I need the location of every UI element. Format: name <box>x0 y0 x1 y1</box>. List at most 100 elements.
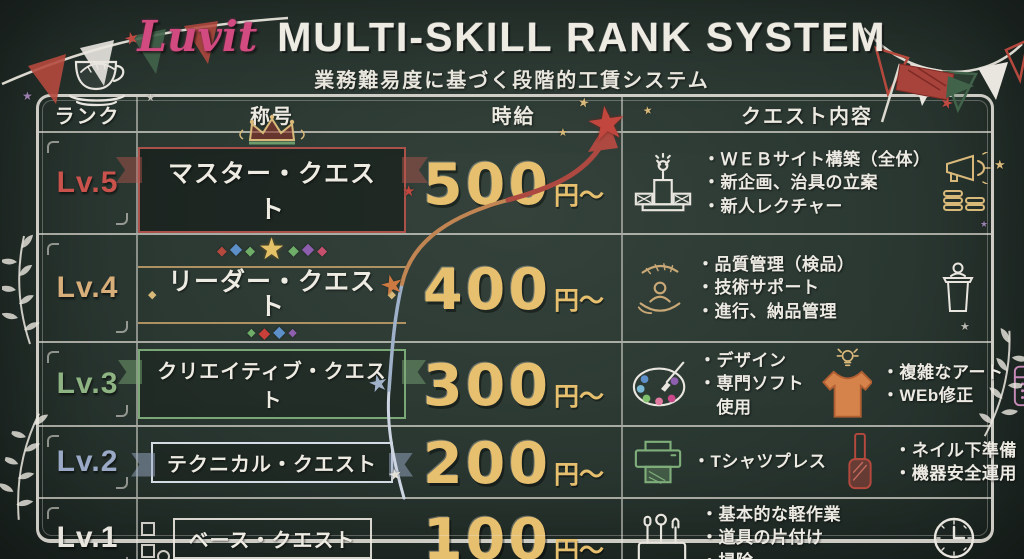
badge-cell: クリエイティブ・クエスト <box>138 343 406 425</box>
quest-list: ・デザイン ・専門ソフト 使用 <box>699 349 804 419</box>
quest-cell: ・ＷＥＢサイト構築（全体） ・新企画、治具の立案 ・新人レクチャー <box>621 133 1005 233</box>
quest-item: ・ＷＥＢサイト構築（全体） <box>703 149 931 169</box>
wage-unit: 円〜 <box>553 182 604 210</box>
rank-label: Lv.2 <box>56 445 119 478</box>
rank-label: Lv.4 <box>56 271 119 304</box>
wage-unit: 円〜 <box>553 287 604 315</box>
badge-master-quest: マスター・クエスト <box>138 114 406 233</box>
support-hands-icon <box>637 263 681 315</box>
badge-cell: テクニカル・クエスト <box>138 427 406 497</box>
gems-star-icon: ◆ ◆ ◆ ★ ◆ ◆ ◆ <box>216 233 328 266</box>
page-title: MULTI-SKILL RANK SYSTEM <box>277 14 887 60</box>
column-header-wage: 時給 <box>491 105 536 128</box>
quest-item: ・新企画、治具の立案 <box>703 173 878 193</box>
tshirt-bulb-icon <box>822 348 872 418</box>
calendar-icon <box>1014 365 1024 407</box>
sparkle-icon: ◆ <box>387 288 396 301</box>
nail-polish-icon <box>848 432 873 490</box>
badge-base-quest: ベース・クエスト <box>140 517 372 559</box>
megaphone-icon <box>945 152 991 184</box>
wage-cell: 200 円〜 <box>406 427 621 497</box>
quest-item: ・デザイン <box>699 350 787 370</box>
winner-podium-icon <box>634 152 692 212</box>
lectern-icon <box>942 262 974 312</box>
wage-cell: 500 円〜 <box>406 133 621 233</box>
table-row-lv2: Lv.2 テクニカル・クエスト 200 円〜 <box>39 425 1016 497</box>
rank-label: Lv.5 <box>56 166 119 199</box>
quest-cell: ・品質管理（検品） ・技術サポート ・進行、納品管理 <box>621 235 991 341</box>
wage-amount: 500 <box>423 152 551 218</box>
wage-amount: 400 <box>423 257 551 323</box>
palette-icon <box>632 361 686 407</box>
column-header-rank: ランク <box>39 97 138 131</box>
badge-label: リーダー・クエスト <box>167 268 376 321</box>
badge-label: マスター・クエスト <box>167 160 376 224</box>
quest-item: ・複雑なアート <box>882 362 1004 382</box>
quest-item: ・進行、納品管理 <box>697 301 837 321</box>
table-row-lv3: Lv.3 クリエイティブ・クエスト 300 円〜 <box>39 341 1024 425</box>
rank-cell: Lv.4 <box>39 235 138 341</box>
badge-label: ベース・クエスト <box>188 529 356 552</box>
badge-cell: ◆ ◆ ◆ ★ ◆ ◆ ◆ ◆ リーダー・クエスト ◆ ◆ ◆ ◆ ◆ <box>138 235 406 341</box>
quest-item: ・技術サポート <box>697 278 820 298</box>
column-header-quest: クエスト内容 <box>621 97 991 131</box>
rank-cell: Lv.1 <box>39 499 138 559</box>
toolbox-icon <box>637 513 687 559</box>
table-row-lv4: Lv.4 ◆ ◆ ◆ ★ ◆ ◆ ◆ ◆ リーダー・クエスト ◆ ◆ ◆ ◆ ◆ <box>39 233 991 341</box>
crown-icon <box>237 113 307 156</box>
brand-logo: Luvit <box>137 12 258 61</box>
quest-cell: ・デザイン ・専門ソフト 使用 ・複雑なアート ・WEb修正 <box>621 343 1024 425</box>
quest-item: ・専門ソフト <box>699 374 804 394</box>
quest-list: ・ＷＥＢサイト構築（全体） ・新企画、治具の立案 ・新人レクチャー <box>703 148 931 218</box>
quest-item: ・新人レクチャー <box>703 196 843 216</box>
quest-item: ・基本的な軽作業 <box>701 505 841 524</box>
title-bar: Luvit MULTI-SKILL RANK SYSTEM <box>0 12 1024 61</box>
rank-cell: Lv.2 <box>39 427 138 497</box>
quest-item: ・機器安全運用 <box>894 464 1017 483</box>
wage-amount: 100 <box>423 507 551 559</box>
wage-cell: 100 円〜 <box>406 499 621 559</box>
wage-unit: 円〜 <box>553 461 604 489</box>
wage-amount: 300 <box>423 353 551 419</box>
quest-list: ・ネイル下準備 ・機器安全運用 <box>894 439 1017 486</box>
badge-technical-quest: テクニカル・クエスト <box>151 441 393 483</box>
table-header-row: ランク 称号 時給 クエスト内容 <box>39 97 991 131</box>
wage-unit: 円〜 <box>553 383 604 411</box>
quest-list: ・Tシャツプレス <box>693 450 826 473</box>
rank-cell: Lv.3 <box>39 343 138 425</box>
quest-item: ・品質管理（検品） <box>697 254 855 274</box>
badge-label: テクニカル・クエスト <box>167 453 377 476</box>
coins-icon <box>942 190 985 211</box>
squares-circle-icon <box>140 521 171 559</box>
quest-item: ・ネイル下準備 <box>894 440 1017 460</box>
gems-icon: ◆ ◆ ◆ ◆ <box>247 324 297 342</box>
quest-cell: ・Tシャツプレス ・ネイル下準備 ・機器安全運用 <box>621 427 1023 497</box>
badge-label: クリエイティブ・クエスト <box>157 361 387 412</box>
badge-creative-quest: クリエイティブ・クエスト <box>138 349 406 419</box>
quest-list: ・品質管理（検品） ・技術サポート ・進行、納品管理 <box>697 253 855 323</box>
quest-list: ・基本的な軽作業 ・道具の片付け ・掃除 <box>701 503 841 559</box>
quest-list: ・複雑なアート ・WEb修正 <box>882 361 1003 408</box>
wage-cell: 300 円〜 <box>406 343 621 425</box>
quest-item: ・Tシャツプレス <box>693 452 827 472</box>
printer-icon <box>634 440 682 484</box>
quest-item: ・WEb修正 <box>882 386 974 405</box>
quest-item: ・道具の片付け <box>701 528 824 548</box>
clock-icon <box>933 517 975 559</box>
wage-unit: 円〜 <box>553 537 604 559</box>
quest-item: 使用 <box>699 397 752 417</box>
page-subtitle: 業務難易度に基づく段階的工賃システム <box>314 70 710 92</box>
rank-table: ランク 称号 時給 クエスト内容 Lv.5 <box>36 94 1024 559</box>
rank-label: Lv.1 <box>56 521 119 555</box>
wage-amount: 200 <box>423 431 551 497</box>
badge-leader-quest: ◆ ◆ ◆ ★ ◆ ◆ ◆ ◆ リーダー・クエスト ◆ ◆ ◆ ◆ ◆ <box>138 235 406 341</box>
badge-cell: ベース・クエスト <box>138 499 406 559</box>
badge-cell: マスター・クエスト <box>138 114 406 233</box>
quest-cell: ・基本的な軽作業 ・道具の片付け ・掃除 <box>621 499 991 559</box>
rank-label: Lv.3 <box>56 367 119 400</box>
table-row-lv1: Lv.1 ベース・クエスト 100 円〜 <box>39 497 991 559</box>
quest-item: ・掃除 <box>701 550 841 559</box>
sparkle-icon: ◆ <box>148 288 157 301</box>
table-row-lv5: Lv.5 マスター・クエスト 500 円〜 <box>39 114 991 233</box>
